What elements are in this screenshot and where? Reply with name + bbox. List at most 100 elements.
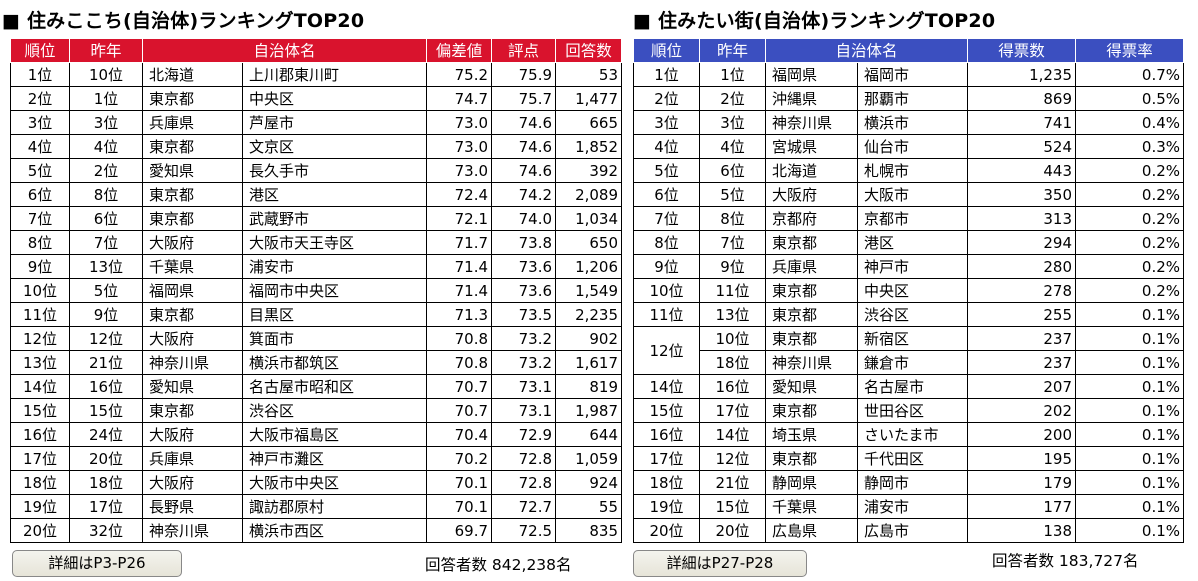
deviation-cell: 70.7 xyxy=(426,398,493,423)
score-cell: 73.1 xyxy=(491,374,557,399)
city-cell: 横浜市 xyxy=(856,110,969,135)
city-cell: 静岡市 xyxy=(856,470,969,495)
prefecture-cell: 福岡県 xyxy=(765,62,858,87)
deviation-cell: 73.0 xyxy=(426,158,493,183)
header-rank: 順位 xyxy=(10,38,70,63)
score-cell: 75.7 xyxy=(491,86,557,111)
deviation-cell: 70.2 xyxy=(426,446,493,471)
table-row: 17位 20位 兵庫県 神戸市灘区 70.2 72.8 1,059 xyxy=(10,446,623,471)
table-row: 10位 11位 東京都 中央区 278 0.2% xyxy=(633,278,1185,303)
votes-cell: 179 xyxy=(967,470,1077,495)
table-row: 14位 16位 愛知県 名古屋市 207 0.1% xyxy=(633,374,1185,399)
respondents-cell: 1,059 xyxy=(555,446,623,471)
city-cell: 諏訪郡原村 xyxy=(241,494,428,519)
prefecture-cell: 神奈川県 xyxy=(142,350,243,375)
city-cell: 中央区 xyxy=(856,278,969,303)
respondents-cell: 53 xyxy=(555,62,623,87)
vote-rate-cell: 0.1% xyxy=(1075,350,1185,375)
score-cell: 72.8 xyxy=(491,446,557,471)
city-cell: 長久手市 xyxy=(241,158,428,183)
table-row: 20位 20位 広島県 広島市 138 0.1% xyxy=(633,518,1185,543)
prev-year-cell: 10位 xyxy=(69,62,143,87)
city-cell: 福岡市中央区 xyxy=(241,278,428,303)
deviation-cell: 70.7 xyxy=(426,374,493,399)
respondent-count: 回答者数 842,238名 xyxy=(425,556,572,574)
deviation-cell: 71.4 xyxy=(426,278,493,303)
prefecture-cell: 東京都 xyxy=(142,134,243,159)
prev-year-cell: 3位 xyxy=(699,110,766,135)
prefecture-cell: 千葉県 xyxy=(142,254,243,279)
votes-cell: 313 xyxy=(967,206,1077,231)
vote-rate-cell: 0.5% xyxy=(1075,86,1185,111)
rank-cell: 14位 xyxy=(633,374,700,399)
score-cell: 73.1 xyxy=(491,398,557,423)
vote-rate-cell: 0.1% xyxy=(1075,422,1185,447)
prefecture-cell: 東京都 xyxy=(765,302,858,327)
city-cell: 大阪市中央区 xyxy=(241,470,428,495)
votes-cell: 741 xyxy=(967,110,1077,135)
city-cell: 渋谷区 xyxy=(241,398,428,423)
votes-cell: 237 xyxy=(967,350,1077,375)
prefecture-cell: 東京都 xyxy=(142,182,243,207)
respondents-cell: 1,206 xyxy=(555,254,623,279)
score-cell: 73.5 xyxy=(491,302,557,327)
detail-pages-button[interactable]: 詳細はP27-P28 xyxy=(633,550,807,577)
city-cell: 渋谷区 xyxy=(856,302,969,327)
prev-year-cell: 16位 xyxy=(699,374,766,399)
prev-year-cell: 15位 xyxy=(699,494,766,519)
vote-rate-cell: 0.2% xyxy=(1075,230,1185,255)
prefecture-cell: 長野県 xyxy=(142,494,243,519)
rank-cell: 10位 xyxy=(633,278,700,303)
rank-cell: 11位 xyxy=(10,302,70,327)
rank-cell: 10位 xyxy=(10,278,70,303)
deviation-cell: 72.4 xyxy=(426,182,493,207)
detail-pages-button[interactable]: 詳細はP3-P26 xyxy=(12,550,182,577)
rank-cell: 16位 xyxy=(10,422,70,447)
table-row: 3位 3位 神奈川県 横浜市 741 0.4% xyxy=(633,110,1185,135)
vote-rate-cell: 0.4% xyxy=(1075,110,1185,135)
table-row: 5位 6位 北海道 札幌市 443 0.2% xyxy=(633,158,1185,183)
prev-year-cell: 5位 xyxy=(69,278,143,303)
prefecture-cell: 千葉県 xyxy=(765,494,858,519)
prev-year-cell: 6位 xyxy=(69,206,143,231)
city-cell: 神戸市 xyxy=(856,254,969,279)
prefecture-cell: 東京都 xyxy=(765,230,858,255)
rank-cell: 19位 xyxy=(633,494,700,519)
vote-rate-cell: 0.2% xyxy=(1075,278,1185,303)
table-row: 16位 24位 大阪府 大阪市福島区 70.4 72.9 644 xyxy=(10,422,623,447)
respondents-cell: 1,617 xyxy=(555,350,623,375)
prev-year-cell: 2位 xyxy=(699,86,766,111)
table-row: 7位 6位 東京都 武蔵野市 72.1 74.0 1,034 xyxy=(10,206,623,231)
city-cell: 港区 xyxy=(241,182,428,207)
city-cell: 仙台市 xyxy=(856,134,969,159)
respondents-cell: 902 xyxy=(555,326,623,351)
score-cell: 73.6 xyxy=(491,254,557,279)
rank-cell: 11位 xyxy=(633,302,700,327)
deviation-cell: 70.1 xyxy=(426,494,493,519)
city-cell: さいたま市 xyxy=(856,422,969,447)
city-cell: 札幌市 xyxy=(856,158,969,183)
city-cell: 武蔵野市 xyxy=(241,206,428,231)
score-cell: 72.9 xyxy=(491,422,557,447)
prev-year-cell: 20位 xyxy=(69,446,143,471)
rank-cell: 15位 xyxy=(10,398,70,423)
score-cell: 74.6 xyxy=(491,158,557,183)
score-cell: 73.6 xyxy=(491,278,557,303)
rank-cell: 4位 xyxy=(10,134,70,159)
rank-cell: 5位 xyxy=(10,158,70,183)
city-cell: 神戸市灘区 xyxy=(241,446,428,471)
score-cell: 74.0 xyxy=(491,206,557,231)
respondents-cell: 2,089 xyxy=(555,182,623,207)
rank-cell: 15位 xyxy=(633,398,700,423)
score-cell: 74.6 xyxy=(491,134,557,159)
deviation-cell: 74.7 xyxy=(426,86,493,111)
respondents-cell: 835 xyxy=(555,518,623,543)
table-row: 1位 10位 北海道 上川郡東川町 75.2 75.9 53 xyxy=(10,62,623,87)
prefecture-cell: 兵庫県 xyxy=(142,110,243,135)
city-cell: 芦屋市 xyxy=(241,110,428,135)
rank-cell: 9位 xyxy=(633,254,700,279)
votes-cell: 294 xyxy=(967,230,1077,255)
score-cell: 74.2 xyxy=(491,182,557,207)
prefecture-cell: 大阪府 xyxy=(142,326,243,351)
table-row: 9位 13位 千葉県 浦安市 71.4 73.6 1,206 xyxy=(10,254,623,279)
